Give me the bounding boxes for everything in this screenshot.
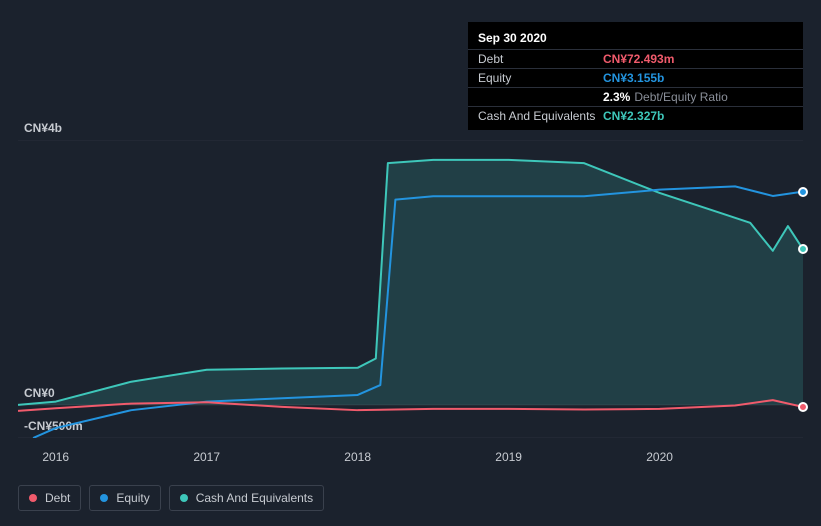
tooltip-row: EquityCN¥3.155b: [468, 69, 803, 88]
cash-marker: [798, 244, 808, 254]
tooltip-row: Cash And EquivalentsCN¥2.327b: [468, 107, 803, 125]
tooltip-row-label: Equity: [478, 71, 603, 85]
legend-item-debt[interactable]: Debt: [18, 485, 81, 511]
x-axis-label: 2016: [42, 450, 69, 464]
x-axis-label: 2018: [344, 450, 371, 464]
tooltip-row-label: Cash And Equivalents: [478, 109, 603, 123]
tooltip-row-label: Debt: [478, 52, 603, 66]
x-axis-label: 2019: [495, 450, 522, 464]
tooltip-date: Sep 30 2020: [478, 31, 547, 45]
tooltip-row: DebtCN¥72.493m: [468, 50, 803, 69]
tooltip-row-value: 2.3%Debt/Equity Ratio: [603, 90, 793, 104]
equity-marker: [798, 187, 808, 197]
plot-area[interactable]: [18, 140, 803, 438]
tooltip-row: 2.3%Debt/Equity Ratio: [468, 88, 803, 107]
legend-item-equity[interactable]: Equity: [89, 485, 160, 511]
tooltip-row-label: [478, 90, 603, 104]
tooltip-row-value: CN¥72.493m: [603, 52, 793, 66]
tooltip-row-suffix: Debt/Equity Ratio: [634, 90, 727, 104]
legend-label: Debt: [45, 491, 70, 505]
tooltip-row-value: CN¥2.327b: [603, 109, 793, 123]
tooltip-row-value: CN¥3.155b: [603, 71, 793, 85]
legend: Debt Equity Cash And Equivalents: [18, 485, 324, 511]
legend-label: Cash And Equivalents: [196, 491, 313, 505]
chart-tooltip: Sep 30 2020 DebtCN¥72.493mEquityCN¥3.155…: [468, 22, 803, 130]
y-axis-label: CN¥4b: [24, 121, 62, 135]
tooltip-date-row: Sep 30 2020: [468, 27, 803, 50]
legend-label: Equity: [116, 491, 149, 505]
debt-marker: [798, 402, 808, 412]
x-axis-label: 2020: [646, 450, 673, 464]
cash-area: [18, 160, 803, 405]
equity-legend-dot-icon: [100, 494, 108, 502]
x-axis-label: 2017: [193, 450, 220, 464]
debt-legend-dot-icon: [29, 494, 37, 502]
legend-item-cash[interactable]: Cash And Equivalents: [169, 485, 324, 511]
cash-legend-dot-icon: [180, 494, 188, 502]
financials-chart: Sep 30 2020 DebtCN¥72.493mEquityCN¥3.155…: [18, 0, 803, 526]
